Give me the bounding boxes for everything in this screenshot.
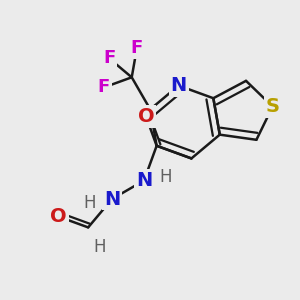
Text: H: H [160,168,172,186]
Text: H: H [84,194,96,212]
Text: O: O [138,107,154,126]
Text: N: N [136,171,152,190]
Text: H: H [93,238,106,256]
Text: F: F [98,78,110,96]
Text: N: N [104,190,120,208]
Text: S: S [266,97,280,116]
Text: F: F [103,49,115,67]
Text: N: N [170,76,187,95]
Text: O: O [50,207,67,226]
Text: F: F [131,39,143,57]
